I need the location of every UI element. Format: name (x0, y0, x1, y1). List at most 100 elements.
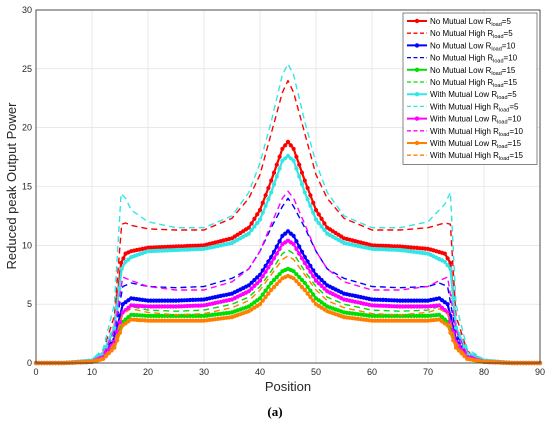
data-point (260, 200, 265, 205)
data-point (311, 292, 316, 297)
legend-subscript: load (499, 107, 509, 113)
data-point (448, 330, 453, 335)
legend-suffix: =5 (508, 90, 518, 99)
legend-label: With Mutual Low Rload=15 (430, 139, 522, 150)
y-axis-label: Reduced peak Output Power (4, 102, 19, 270)
data-point (453, 325, 459, 330)
data-point (285, 153, 291, 158)
legend-subscript: load (497, 144, 507, 150)
legend-text: With Mutual Low R (430, 139, 497, 148)
legend-subscript: load (497, 120, 507, 126)
y-tick-label: 15 (22, 182, 32, 192)
data-point (319, 283, 324, 288)
legend-suffix: =5 (504, 29, 514, 38)
data-point (263, 269, 268, 274)
data-point (302, 178, 307, 183)
legend-subscript: load (493, 59, 503, 65)
data-point (249, 286, 254, 291)
data-point (305, 284, 310, 289)
data-point (291, 158, 296, 163)
data-point (313, 278, 319, 283)
legend-suffix: =15 (504, 78, 518, 87)
data-point (322, 280, 327, 285)
legend-entry: With Mutual High Rload=15 (407, 151, 523, 162)
data-point (451, 296, 456, 301)
data-point (294, 154, 299, 159)
data-point (277, 166, 282, 171)
legend-suffix: =10 (502, 41, 516, 50)
data-point (271, 256, 277, 261)
legend-entry: No Mutual High Rload=5 (407, 29, 513, 40)
data-point (255, 220, 260, 226)
data-point (119, 260, 124, 266)
data-point (252, 216, 257, 221)
legend-subscript: load (499, 156, 509, 162)
legend-subscript: load (491, 22, 501, 28)
data-point (117, 286, 122, 291)
data-point (442, 251, 447, 256)
legend-suffix: =15 (509, 151, 523, 160)
legend-entry: No Mutual Low Rload=15 (407, 66, 516, 77)
y-tick-label: 5 (27, 299, 32, 309)
legend-text: No Mutual Low R (430, 41, 492, 50)
legend-text: No Mutual High R (430, 78, 493, 87)
data-point (437, 312, 442, 317)
data-point (316, 281, 321, 286)
data-point (302, 190, 307, 195)
data-point (308, 288, 313, 293)
data-point (269, 287, 274, 293)
data-point (294, 166, 299, 171)
data-point (120, 310, 125, 315)
data-point (277, 246, 282, 251)
data-point (442, 259, 447, 264)
data-point (308, 203, 313, 208)
data-point (257, 302, 263, 307)
data-point (257, 296, 263, 301)
data-point (263, 203, 268, 208)
legend-label: No Mutual High Rload=15 (430, 78, 518, 89)
data-point (291, 233, 296, 238)
data-point (269, 260, 274, 266)
data-point (305, 197, 310, 202)
data-point (277, 154, 282, 159)
legend-suffix: =10 (508, 115, 522, 124)
data-point (305, 185, 310, 191)
figure-caption: (a) (267, 404, 282, 419)
data-point (252, 224, 257, 229)
data-point (246, 231, 251, 236)
data-point (249, 227, 254, 233)
x-tick-label: 0 (33, 367, 38, 377)
data-point (277, 272, 282, 277)
data-point (119, 266, 124, 271)
data-point (313, 217, 319, 222)
data-point (126, 257, 131, 262)
legend-text: With Mutual Low R (430, 90, 497, 99)
series-4 (36, 197, 540, 364)
data-point (257, 217, 263, 222)
legend-suffix: =10 (504, 54, 518, 63)
data-point (249, 280, 254, 285)
data-point (445, 323, 450, 328)
legend-text: No Mutual Low R (430, 17, 492, 26)
series-line (36, 197, 540, 364)
y-tick-label: 0 (27, 358, 32, 368)
data-point (103, 345, 109, 350)
legend-subscript: load (499, 132, 509, 138)
series-10 (36, 190, 540, 364)
data-point (437, 303, 442, 308)
legend-text: No Mutual High R (430, 54, 493, 63)
data-point (249, 221, 254, 226)
legend-label: No Mutual Low Rload=15 (430, 66, 516, 77)
data-point (266, 197, 271, 202)
legend-suffix: =5 (509, 102, 519, 111)
y-tick-label: 30 (22, 5, 32, 15)
data-point (445, 256, 450, 261)
data-point (299, 170, 305, 175)
data-point (123, 259, 128, 264)
x-axis-label: Position (265, 379, 311, 394)
data-point (277, 239, 282, 244)
series-line (36, 255, 540, 364)
legend-label: No Mutual Low Rload=5 (430, 17, 511, 28)
plot-frame (35, 9, 541, 364)
data-point (308, 193, 313, 198)
